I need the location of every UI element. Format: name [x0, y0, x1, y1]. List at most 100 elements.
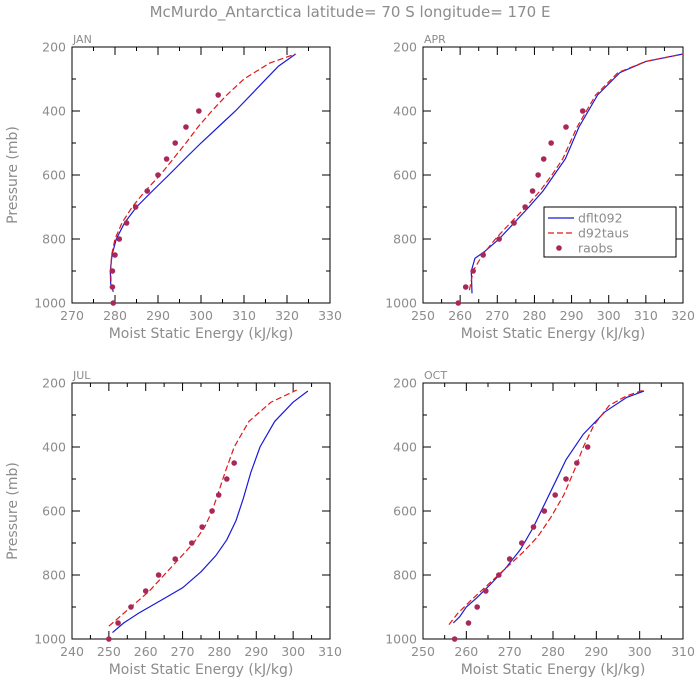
d92taus-line	[448, 389, 645, 625]
x-tick-label: 330	[318, 308, 342, 323]
panels: JAN 270 280 290 300 310 320 330 200 400 600 800 1000…	[5, 33, 695, 678]
raobs-point	[522, 204, 528, 210]
raobs-point	[128, 604, 134, 610]
x-tick-label: 250	[411, 308, 435, 323]
raobs-point	[506, 556, 513, 562]
raobs-point	[188, 540, 195, 546]
y-tick-label: 400	[393, 104, 417, 119]
d92taus-line	[110, 53, 296, 291]
legend-marker	[556, 245, 562, 251]
y-tick-label: 800	[393, 232, 417, 247]
plot-frame	[422, 382, 684, 640]
x-tick-label: 320	[671, 308, 695, 323]
x-tick-label: 290	[146, 308, 170, 323]
raobs-point	[132, 204, 139, 210]
raobs-point	[112, 252, 118, 258]
raobs-point	[123, 220, 130, 226]
x-tick-label: 260	[134, 644, 158, 659]
x-tick-label: 280	[103, 308, 127, 323]
legend-box	[543, 206, 677, 258]
y-tick-label: 1000	[385, 296, 417, 311]
panel-jan: JAN 270 280 290 300 310 320 330 200 400 600 800 1000…	[5, 33, 342, 342]
y-tick-label: 200	[42, 40, 66, 55]
x-axis-label: Moist Static Energy (kJ/kg)	[109, 326, 294, 342]
plot-frame	[71, 382, 331, 640]
raobs-point	[163, 156, 170, 162]
raobs-point	[535, 172, 541, 178]
dflt092-line	[109, 53, 296, 292]
raobs-point	[474, 604, 480, 610]
x-tick-label: 300	[628, 644, 652, 659]
x-tick-label: 300	[281, 644, 305, 659]
raobs-point	[563, 476, 569, 482]
raobs-point	[511, 220, 517, 226]
x-tick-label: 270	[498, 644, 522, 659]
raobs-point	[519, 540, 525, 546]
legend-label: raobs	[578, 241, 613, 256]
raobs-point	[455, 300, 462, 306]
raobs-point	[579, 108, 586, 114]
raobs-point	[215, 92, 221, 98]
raobs-point	[115, 620, 121, 626]
y-tick-label: 800	[393, 568, 417, 583]
dflt092-line	[112, 390, 309, 634]
raobs-point	[215, 492, 222, 498]
panel-label: JAN	[72, 33, 92, 46]
x-tick-label: 270	[171, 644, 195, 659]
raobs-point	[231, 460, 237, 466]
x-tick-label: 310	[232, 308, 256, 323]
x-tick-label: 270	[60, 308, 84, 323]
y-tick-label: 400	[42, 104, 66, 119]
raobs-point	[183, 124, 189, 130]
y-axis-label: Pressure (mb)	[5, 462, 21, 560]
raobs-point	[529, 188, 536, 194]
raobs-point	[199, 524, 205, 530]
raobs-point	[496, 236, 502, 242]
y-tick-label: 600	[393, 504, 417, 519]
y-tick-label: 1000	[34, 296, 66, 311]
x-tick-label: 310	[671, 644, 695, 659]
x-axis-label: Moist Static Energy (kJ/kg)	[461, 326, 646, 342]
panel-apr: APR 250 260 270 280 290 300 310 320 200 400 600 800 1…	[385, 33, 695, 342]
x-tick-label: 260	[448, 308, 472, 323]
d92taus-line	[468, 53, 684, 291]
x-tick-label: 290	[244, 644, 268, 659]
raobs-point	[540, 156, 547, 162]
raobs-point	[451, 636, 458, 642]
y-tick-label: 1000	[34, 632, 66, 647]
raobs-point	[172, 140, 178, 146]
x-tick-label: 280	[541, 644, 565, 659]
panel-label: OCT	[424, 369, 447, 382]
raobs-point	[144, 188, 151, 194]
raobs-point	[155, 572, 162, 578]
d92taus-line	[108, 389, 298, 627]
raobs-point	[116, 236, 123, 242]
y-tick-label: 200	[42, 376, 66, 391]
y-tick-label: 600	[42, 168, 66, 183]
raobs-point	[172, 556, 178, 562]
raobs-point	[470, 268, 476, 274]
x-tick-label: 300	[189, 308, 213, 323]
y-tick-label: 800	[42, 568, 66, 583]
x-tick-label: 250	[97, 644, 121, 659]
x-tick-label: 310	[318, 644, 342, 659]
x-tick-label: 280	[522, 308, 546, 323]
legend-label: d92taus	[578, 226, 629, 241]
x-tick-label: 240	[60, 644, 84, 659]
x-tick-label: 250	[411, 644, 435, 659]
raobs-point	[142, 588, 149, 594]
panel-label: APR	[424, 33, 446, 46]
y-tick-label: 200	[393, 40, 417, 55]
raobs-point	[106, 636, 112, 642]
raobs-point	[196, 108, 202, 114]
y-tick-label: 400	[42, 440, 66, 455]
y-tick-label: 600	[42, 504, 66, 519]
dflt092-line	[452, 390, 645, 624]
y-tick-label: 800	[42, 232, 66, 247]
y-tick-label: 200	[393, 376, 417, 391]
x-tick-label: 320	[275, 308, 299, 323]
y-tick-label: 600	[393, 168, 417, 183]
x-axis-label: Moist Static Energy (kJ/kg)	[109, 662, 294, 678]
dflt092-line	[470, 53, 684, 294]
